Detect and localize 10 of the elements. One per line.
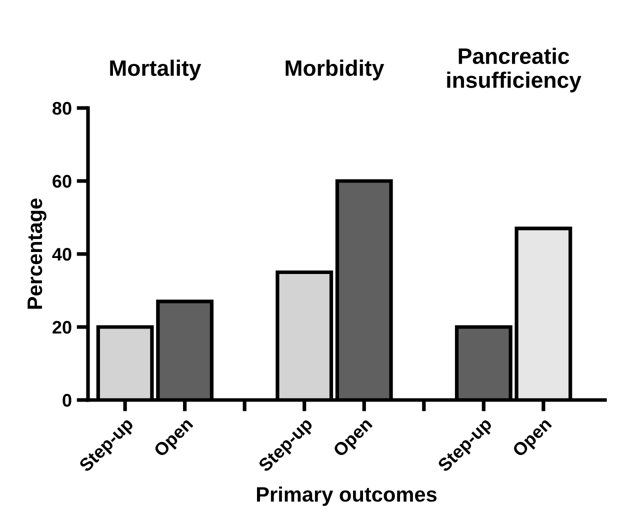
y-tick-label: 60	[52, 174, 72, 188]
text: Mortality	[110, 60, 202, 80]
y-tick-label: 80	[52, 102, 72, 115]
text: Morbidity	[286, 60, 384, 80]
y-tick-label: 20	[52, 320, 72, 334]
y-axis-title: Percentage	[28, 198, 46, 309]
x-axis-title: Primary outcomes	[257, 486, 437, 506]
y-tick-label: 0	[62, 394, 72, 407]
y-tick-label: 40	[52, 248, 72, 261]
text: Pancreatic insufficiency	[447, 48, 582, 92]
